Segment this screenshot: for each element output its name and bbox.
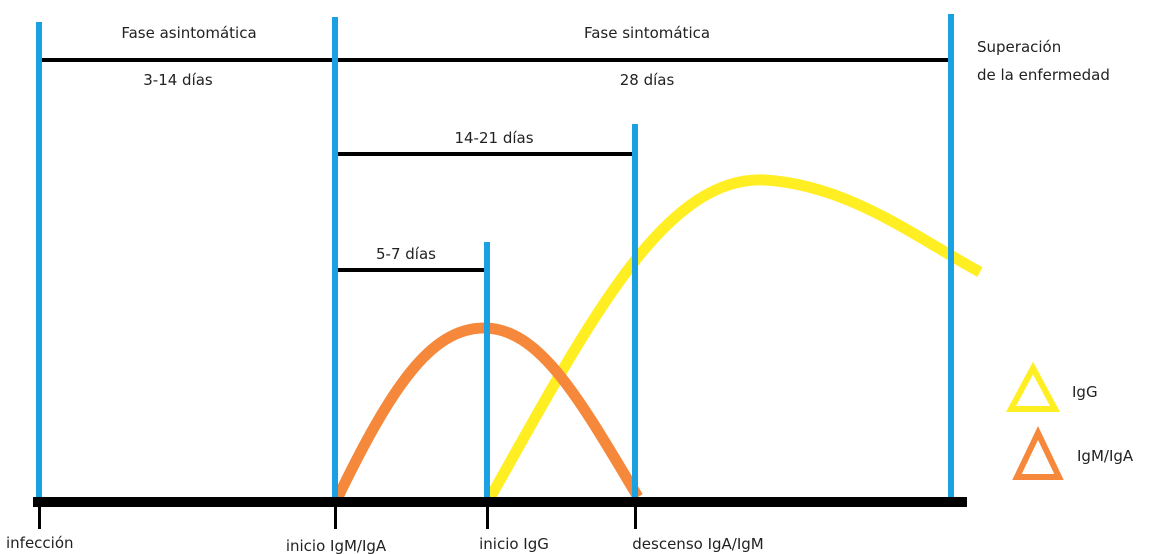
phase-symptomatic-duration: 28 días [620, 71, 675, 89]
phase-symptomatic-title: Fase sintomática [584, 24, 710, 42]
interval-5-7-label: 5-7 días [376, 245, 436, 263]
interval-symptomatic-line [338, 58, 948, 62]
marker-infection [36, 22, 42, 498]
tick-decline [634, 507, 637, 529]
interval-14-21-line [338, 152, 632, 156]
event-infection-label: infección [6, 534, 74, 552]
interval-asymptomatic-line [42, 58, 332, 62]
marker-decline [632, 124, 638, 498]
legend-igm-iga-label: IgM/IgA [1077, 447, 1134, 465]
interval-14-21-label: 14-21 días [454, 129, 533, 147]
event-igg-start-label: inicio IgG [479, 535, 549, 553]
marker-igm-iga-start [332, 17, 338, 498]
legend-igm-iga-triangle-icon [1012, 426, 1064, 480]
marker-igg-start [484, 242, 490, 498]
interval-5-7-line [338, 268, 484, 272]
phase-asymptomatic-duration: 3-14 días [143, 71, 213, 89]
marker-recovery [948, 14, 954, 498]
legend-igg-label: IgG [1072, 383, 1098, 401]
tick-infection [38, 507, 41, 529]
legend: IgG IgM/IgA [1005, 361, 1134, 480]
tick-igg-start [486, 507, 489, 529]
phase-asymptomatic-title: Fase asintomática [121, 24, 256, 42]
event-decline-label: descenso IgA/IgM [632, 535, 763, 553]
time-axis [33, 497, 967, 507]
recovery-label-line2: de la enfermedad [977, 66, 1110, 84]
event-igm-iga-start-label: inicio IgM/IgA [286, 537, 387, 554]
recovery-label-line1: Superación [977, 38, 1061, 56]
igg-curve [485, 174, 983, 501]
tick-igm-iga-start [334, 507, 337, 529]
legend-igg-triangle-icon [1005, 361, 1061, 412]
